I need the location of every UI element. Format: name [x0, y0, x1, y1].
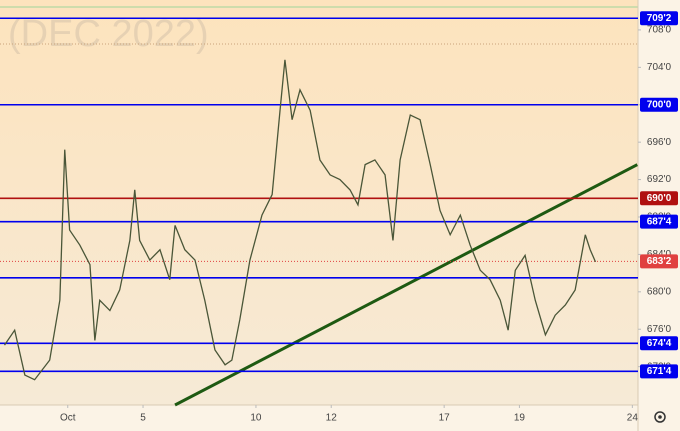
y-tick-label: 704'0	[647, 62, 672, 73]
price-line	[3, 59, 597, 381]
y-tick-label: 692'0	[647, 174, 672, 185]
level-label-box	[640, 364, 678, 379]
level-label-box	[640, 336, 678, 351]
level-label-box	[640, 191, 678, 206]
x-tick-label: 17	[439, 413, 451, 424]
y-tick-label: 696'0	[647, 137, 672, 148]
level-label: 690'0	[647, 193, 672, 204]
y-tick-label: 680'0	[647, 286, 672, 297]
level-label: 683'2	[647, 256, 672, 267]
level-label: 671'4	[647, 366, 672, 377]
plot-area	[0, 0, 638, 405]
y-tick-label: 676'0	[647, 324, 672, 335]
level-label: 674'4	[647, 338, 672, 349]
x-axis-area	[0, 405, 638, 431]
x-tick-label: 19	[514, 413, 526, 424]
x-tick-label: 5	[140, 413, 146, 424]
x-tick-label: 24	[627, 413, 639, 424]
level-label-box	[640, 214, 678, 229]
trend-line	[174, 163, 638, 407]
x-tick-label: 10	[250, 413, 262, 424]
settings-icon[interactable]	[654, 411, 666, 423]
x-tick-label: 12	[326, 413, 338, 424]
level-label: 700'0	[647, 99, 672, 110]
level-label-box	[640, 11, 678, 26]
settings-icon-center[interactable]	[658, 415, 662, 419]
watermark: (DEC 2022)	[8, 13, 209, 55]
level-label-box	[640, 254, 678, 269]
level-label: 687'4	[647, 216, 672, 227]
settings-button[interactable]	[654, 411, 666, 423]
level-label: 709'2	[647, 13, 672, 24]
x-tick-label: Oct	[60, 413, 76, 424]
level-label-box	[640, 97, 678, 112]
y-tick-label: 708'0	[647, 25, 672, 36]
